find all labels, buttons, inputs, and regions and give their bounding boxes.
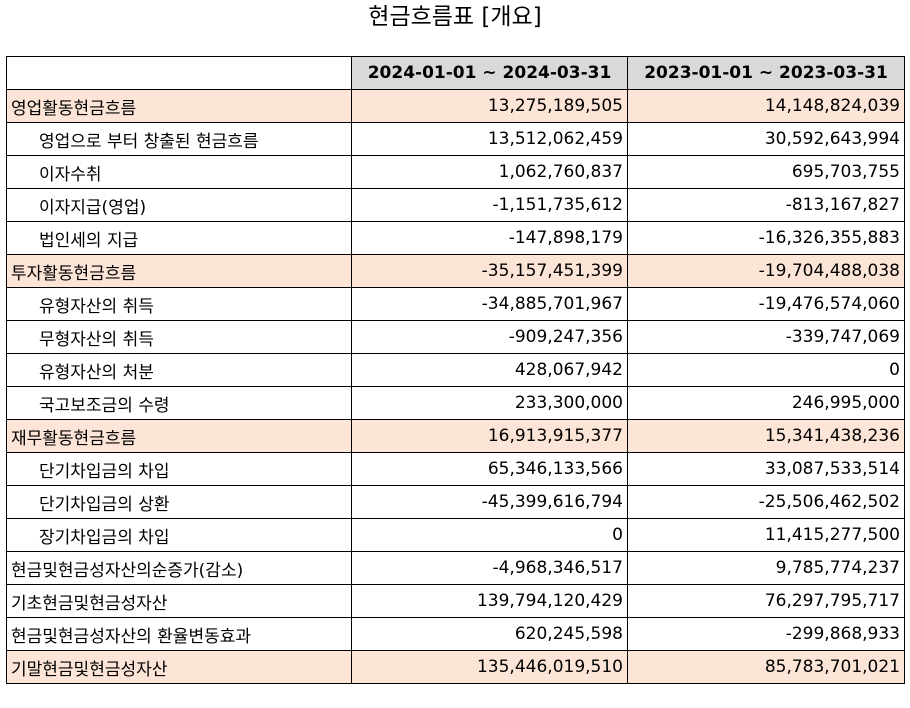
table-row: 기초현금및현금성자산 139,794,120,429 76,297,795,717 [6,584,905,618]
table-row: 기말현금및현금성자산 135,446,019,510 85,783,701,021 [6,650,905,684]
value-2024: 65,346,133,566 [351,452,628,486]
value-2023: -19,476,574,060 [627,287,905,321]
value-2023: 246,995,000 [627,386,905,420]
value-2023: 11,415,277,500 [627,518,905,552]
table-body: 영업활동현금흐름 13,275,189,505 14,148,824,039 영업으로… [6,89,905,684]
value-2024: 1,062,760,837 [351,155,628,189]
value-2024: -909,247,356 [351,320,628,354]
table-row: 투자활동현금흐름 -35,157,451,399 -19,704,488,038 [6,254,905,288]
table-row: 국고보조금의 수령 233,300,000 246,995,000 [6,386,905,420]
value-2024: -1,151,735,612 [351,188,628,222]
value-2024: 16,913,915,377 [351,419,628,453]
row-label: 단기차입금의 상환 [6,485,352,519]
value-2024: 233,300,000 [351,386,628,420]
table-row: 현금및현금성자산의 환율변동효과 620,245,598 -299,868,933 [6,617,905,651]
value-2023: 0 [627,353,905,387]
table-row: 영업활동현금흐름 13,275,189,505 14,148,824,039 [6,89,905,123]
value-2023: 76,297,795,717 [627,584,905,618]
value-2024: 139,794,120,429 [351,584,628,618]
value-2024: -45,399,616,794 [351,485,628,519]
value-2024: 620,245,598 [351,617,628,651]
row-label: 유형자산의 취득 [6,287,352,321]
value-2024: -4,968,346,517 [351,551,628,585]
row-label: 국고보조금의 수령 [6,386,352,420]
cash-flow-table: 2024-01-01 ~ 2024-03-31 2023-01-01 ~ 202… [6,56,905,684]
value-2024: -34,885,701,967 [351,287,628,321]
row-label: 현금및현금성자산의순증가(감소) [6,551,352,585]
value-2024: -147,898,179 [351,221,628,255]
row-label: 기초현금및현금성자산 [6,584,352,618]
table-row: 재무활동현금흐름 16,913,915,377 15,341,438,236 [6,419,905,453]
value-2023: 9,785,774,237 [627,551,905,585]
header-blank-cell [6,56,352,90]
value-2023: 85,783,701,021 [627,650,905,684]
table-row: 이자지급(영업) -1,151,735,612 -813,167,827 [6,188,905,222]
row-label: 장기차입금의 차입 [6,518,352,552]
value-2023: 33,087,533,514 [627,452,905,486]
table-row: 영업으로 부터 창출된 현금흐름 13,512,062,459 30,592,643… [6,122,905,156]
table-row: 이자수취 1,062,760,837 695,703,755 [6,155,905,189]
table-row: 장기차입금의 차입 0 11,415,277,500 [6,518,905,552]
row-label: 법인세의 지급 [6,221,352,255]
row-label: 영업으로 부터 창출된 현금흐름 [6,122,352,156]
header-period-2023: 2023-01-01 ~ 2023-03-31 [627,56,905,90]
row-label: 영업활동현금흐름 [6,89,352,123]
table-row: 무형자산의 취득 -909,247,356 -339,747,069 [6,320,905,354]
row-label: 기말현금및현금성자산 [6,650,352,684]
header-period-2024: 2024-01-01 ~ 2024-03-31 [351,56,628,90]
table-row: 현금및현금성자산의순증가(감소) -4,968,346,517 9,785,774,… [6,551,905,585]
table-row: 유형자산의 처분 428,067,942 0 [6,353,905,387]
value-2024: 135,446,019,510 [351,650,628,684]
value-2023: 15,341,438,236 [627,419,905,453]
value-2024: 13,275,189,505 [351,89,628,123]
row-label: 단기차입금의 차입 [6,452,352,486]
value-2023: -299,868,933 [627,617,905,651]
value-2023: 30,592,643,994 [627,122,905,156]
table-header-row: 2024-01-01 ~ 2024-03-31 2023-01-01 ~ 202… [6,56,905,90]
value-2023: -25,506,462,502 [627,485,905,519]
value-2024: 428,067,942 [351,353,628,387]
table-row: 법인세의 지급 -147,898,179 -16,326,355,883 [6,221,905,255]
value-2024: 0 [351,518,628,552]
row-label: 유형자산의 처분 [6,353,352,387]
table-row: 단기차입금의 상환 -45,399,616,794 -25,506,462,502 [6,485,905,519]
value-2024: 13,512,062,459 [351,122,628,156]
row-label: 재무활동현금흐름 [6,419,352,453]
row-label: 현금및현금성자산의 환율변동효과 [6,617,352,651]
row-label: 투자활동현금흐름 [6,254,352,288]
page-title: 현금흐름표 [개요] [368,4,542,30]
value-2023: -339,747,069 [627,320,905,354]
row-label: 이자수취 [6,155,352,189]
value-2023: -19,704,488,038 [627,254,905,288]
value-2023: -813,167,827 [627,188,905,222]
table-row: 단기차입금의 차입 65,346,133,566 33,087,533,514 [6,452,905,486]
value-2023: 14,148,824,039 [627,89,905,123]
value-2023: 695,703,755 [627,155,905,189]
row-label: 무형자산의 취득 [6,320,352,354]
row-label: 이자지급(영업) [6,188,352,222]
value-2023: -16,326,355,883 [627,221,905,255]
value-2024: -35,157,451,399 [351,254,628,288]
table-row: 유형자산의 취득 -34,885,701,967 -19,476,574,060 [6,287,905,321]
